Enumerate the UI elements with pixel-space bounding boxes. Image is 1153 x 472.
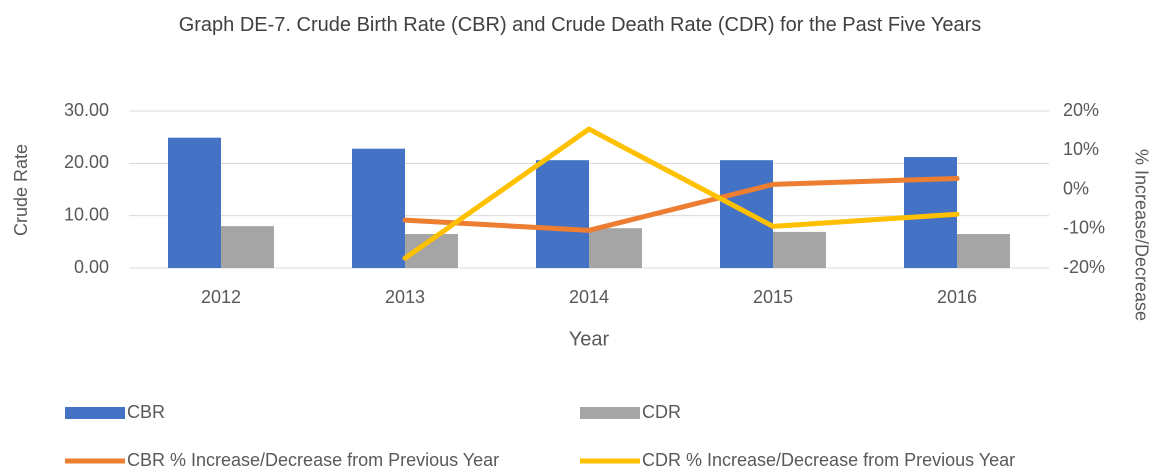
bar <box>536 160 589 268</box>
chart-title: Graph DE-7. Crude Birth Rate (CBR) and C… <box>178 14 982 36</box>
y-tick-label: 30.00 <box>64 100 109 120</box>
legend-label: CBR <box>127 402 165 422</box>
y2-tick-label: -10% <box>1063 218 1105 238</box>
y-axis-label: Crude Rate <box>11 144 31 236</box>
legend-label: CBR % Increase/Decrease from Previous Ye… <box>127 450 499 470</box>
bar <box>773 231 826 268</box>
y2-tick-label: 10% <box>1063 139 1099 159</box>
legend-swatch <box>580 407 640 419</box>
y-tick-label: 10.00 <box>64 204 109 224</box>
bar <box>957 233 1010 268</box>
legend-swatch <box>65 407 125 419</box>
line-series <box>402 176 960 233</box>
bar <box>352 148 405 268</box>
x-tick-label: 2012 <box>201 287 241 307</box>
bar <box>589 228 642 268</box>
bar <box>221 226 274 268</box>
y-tick-label: 0.00 <box>74 257 109 277</box>
x-tick-label: 2014 <box>569 287 609 307</box>
y2-tick-label: 0% <box>1063 178 1089 198</box>
x-tick-label: 2016 <box>937 287 977 307</box>
x-tick-label: 2013 <box>385 287 425 307</box>
legend-label: CDR % Increase/Decrease from Previous Ye… <box>642 450 1015 470</box>
x-tick-label: 2015 <box>753 287 793 307</box>
x-axis-label: Year <box>569 328 610 350</box>
legend-label: CDR <box>642 402 681 422</box>
y2-axis-label: % Increase/Decrease <box>1131 149 1151 321</box>
bar <box>168 137 221 268</box>
y2-tick-label: -20% <box>1063 257 1105 277</box>
y2-tick-label: 20% <box>1063 100 1099 120</box>
y-tick-label: 20.00 <box>64 152 109 172</box>
line-series <box>402 126 960 261</box>
